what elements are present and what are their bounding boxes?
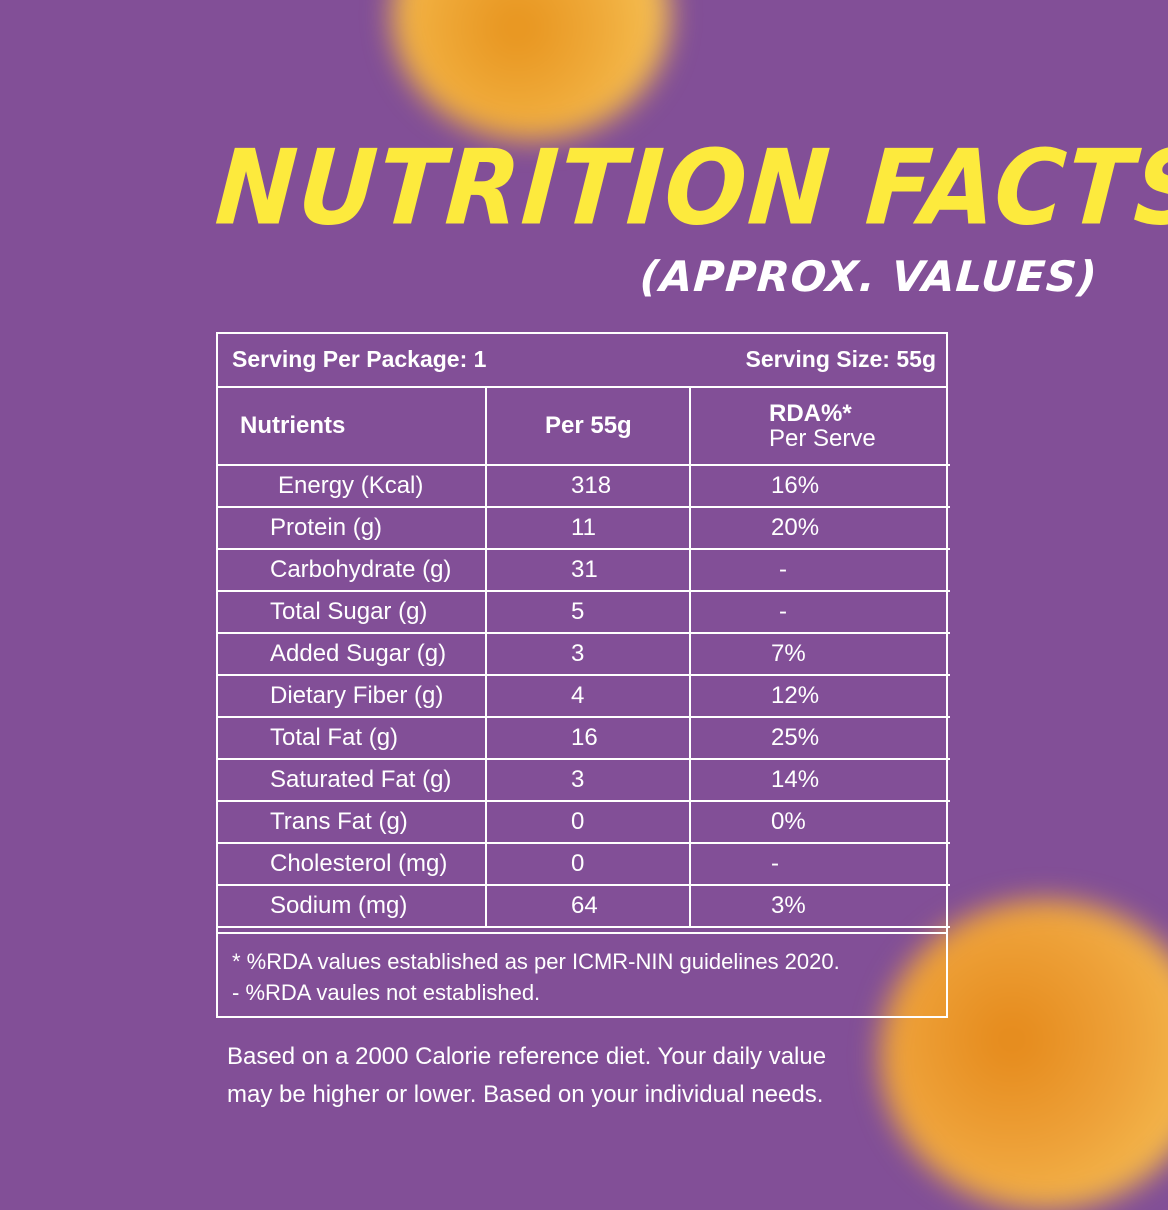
reference-diet-line-1: Based on a 2000 Calorie reference diet. … [227,1043,827,1070]
decorative-snack-ball-top [392,0,670,140]
nutrient-value: 5 [485,590,691,634]
nutrient-rda: 12% [689,674,950,718]
nutrient-rda: - [689,548,950,592]
nutrition-table: Nutrients Per 55g RDA%* Per Serve Energy… [218,388,950,928]
table-row: Carbohydrate (g) 31 - [218,548,950,592]
nutrient-value: 16 [485,716,691,760]
decorative-snack-ball-bottom [880,900,1168,1210]
page-subtitle: (APPROX. VALUES) [638,252,1100,301]
nutrient-rda: 25% [689,716,950,760]
reference-diet-note: Based on a 2000 Calorie reference diet. … [227,1038,947,1114]
nutrient-name: Total Sugar (g) [218,590,487,634]
nutrient-value: 0 [485,800,691,844]
serving-info-row: Serving Per Package: 1 Serving Size: 55g [218,334,946,388]
table-row: Trans Fat (g) 0 0% [218,800,950,844]
nutrient-value: 3 [485,758,691,802]
nutrient-name: Cholesterol (mg) [218,842,487,886]
nutrient-name: Trans Fat (g) [218,800,487,844]
footnotes: * %RDA values established as per ICMR-NI… [218,932,946,1018]
table-header-row: Nutrients Per 55g RDA%* Per Serve [218,388,950,466]
nutrient-rda: 7% [689,632,950,676]
nutrient-rda: 14% [689,758,950,802]
header-rda-label: RDA%* [769,399,852,427]
table-row: Saturated Fat (g) 3 14% [218,758,950,802]
nutrient-name: Energy (Kcal) [218,464,487,508]
nutrient-name: Carbohydrate (g) [218,548,487,592]
nutrient-rda: - [689,590,950,634]
nutrient-value: 64 [485,884,691,928]
nutrient-value: 4 [485,674,691,718]
table-row: Added Sugar (g) 3 7% [218,632,950,676]
nutrition-table-box: Serving Per Package: 1 Serving Size: 55g… [216,332,950,1018]
table-row: Total Sugar (g) 5 - [218,590,950,634]
header-nutrients: Nutrients [218,388,487,466]
nutrient-rda: 16% [689,464,950,508]
nutrient-name: Protein (g) [218,506,487,550]
serving-per-package: Serving Per Package: 1 [232,346,487,372]
footnote-rda-not-established: - %RDA vaules not established. [232,980,541,1005]
table-row: Sodium (mg) 64 3% [218,884,950,928]
nutrient-rda: 20% [689,506,950,550]
page-title: NUTRITION FACTS [212,127,1168,249]
nutrient-value: 3 [485,632,691,676]
header-per-serving: Per 55g [485,388,691,466]
serving-size: Serving Size: 55g [745,346,936,372]
table-row: Cholesterol (mg) 0 - [218,842,950,886]
nutrient-name: Added Sugar (g) [218,632,487,676]
nutrient-value: 318 [485,464,691,508]
footnote-rda-established: * %RDA values established as per ICMR-NI… [232,949,840,974]
nutrient-name: Dietary Fiber (g) [218,674,487,718]
nutrient-name: Total Fat (g) [218,716,487,760]
nutrient-rda: 3% [689,884,950,928]
nutrient-rda: - [689,842,950,886]
table-row: Dietary Fiber (g) 4 12% [218,674,950,718]
header-rda-sub: Per Serve [769,425,876,452]
nutrient-rda: 0% [689,800,950,844]
nutrient-value: 0 [485,842,691,886]
table-row: Protein (g) 11 20% [218,506,950,550]
nutrient-value: 31 [485,548,691,592]
nutrient-name: Saturated Fat (g) [218,758,487,802]
reference-diet-line-2: may be higher or lower. Based on your in… [227,1081,824,1108]
header-rda: RDA%* Per Serve [689,388,950,466]
nutrient-name: Sodium (mg) [218,884,487,928]
table-row: Energy (Kcal) 318 16% [218,464,950,508]
nutrient-value: 11 [485,506,691,550]
table-row: Total Fat (g) 16 25% [218,716,950,760]
